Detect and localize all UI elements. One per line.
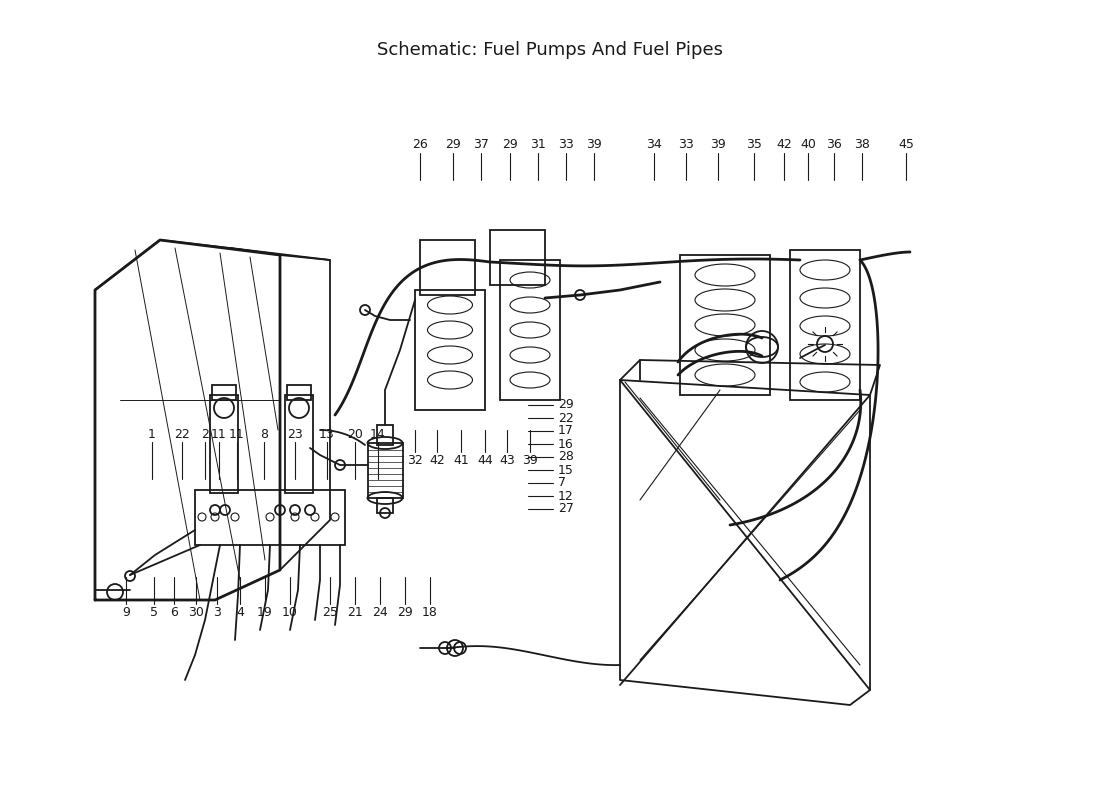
Text: 37: 37 xyxy=(473,138,488,151)
Text: 35: 35 xyxy=(746,138,762,151)
Text: 10: 10 xyxy=(282,606,298,618)
Text: 22: 22 xyxy=(174,427,190,441)
Text: 44: 44 xyxy=(477,454,493,466)
Text: 11: 11 xyxy=(229,427,245,441)
Text: 34: 34 xyxy=(646,138,662,151)
Text: 18: 18 xyxy=(422,606,438,618)
Text: 8: 8 xyxy=(260,427,268,441)
Text: 29: 29 xyxy=(397,606,412,618)
Text: 7: 7 xyxy=(558,477,566,490)
Text: 13: 13 xyxy=(319,427,334,441)
Text: 30: 30 xyxy=(188,606,204,618)
Text: 12: 12 xyxy=(558,490,574,502)
Text: 41: 41 xyxy=(453,454,469,466)
Bar xyxy=(287,385,311,400)
Text: 42: 42 xyxy=(429,454,444,466)
Text: 23: 23 xyxy=(287,427,303,441)
Text: 42: 42 xyxy=(777,138,792,151)
Text: 25: 25 xyxy=(322,606,338,618)
Bar xyxy=(377,425,393,445)
Bar xyxy=(210,395,238,493)
Text: 38: 38 xyxy=(854,138,870,151)
Text: 36: 36 xyxy=(826,138,842,151)
Text: 14: 14 xyxy=(370,427,386,441)
Bar xyxy=(680,255,770,395)
Text: 39: 39 xyxy=(711,138,726,151)
Text: 29: 29 xyxy=(502,138,518,151)
Text: 9: 9 xyxy=(122,606,130,618)
Text: 20: 20 xyxy=(348,427,363,441)
Text: 11: 11 xyxy=(211,427,227,441)
Bar xyxy=(285,395,314,493)
Text: 26: 26 xyxy=(412,138,428,151)
Text: 33: 33 xyxy=(678,138,694,151)
Text: 15: 15 xyxy=(558,463,574,477)
Text: 5: 5 xyxy=(150,606,158,618)
Text: 1: 1 xyxy=(148,427,156,441)
Text: 29: 29 xyxy=(558,398,574,411)
Text: 28: 28 xyxy=(558,450,574,463)
Text: 43: 43 xyxy=(499,454,515,466)
Bar xyxy=(377,498,393,513)
Text: 6: 6 xyxy=(170,606,178,618)
Bar xyxy=(212,385,236,400)
Text: Schematic: Fuel Pumps And Fuel Pipes: Schematic: Fuel Pumps And Fuel Pipes xyxy=(377,41,723,59)
Text: 39: 39 xyxy=(586,138,602,151)
Text: 17: 17 xyxy=(558,425,574,438)
Text: 45: 45 xyxy=(898,138,914,151)
Text: 27: 27 xyxy=(558,502,574,515)
Text: 33: 33 xyxy=(558,138,574,151)
Text: 40: 40 xyxy=(800,138,816,151)
Text: 32: 32 xyxy=(407,454,422,466)
Text: 29: 29 xyxy=(446,138,461,151)
Text: 21: 21 xyxy=(348,606,363,618)
Text: 19: 19 xyxy=(257,606,273,618)
Text: 39: 39 xyxy=(522,454,538,466)
Circle shape xyxy=(214,398,234,418)
Bar xyxy=(195,490,345,545)
Circle shape xyxy=(289,398,309,418)
Bar xyxy=(490,230,544,285)
Text: 16: 16 xyxy=(558,438,574,450)
Bar xyxy=(790,250,860,400)
Text: 3: 3 xyxy=(213,606,221,618)
Bar xyxy=(368,443,403,498)
Text: 31: 31 xyxy=(530,138,546,151)
Text: 4: 4 xyxy=(236,606,244,618)
Text: 22: 22 xyxy=(558,411,574,425)
Bar xyxy=(415,290,485,410)
Text: 2: 2 xyxy=(201,427,209,441)
Text: 24: 24 xyxy=(372,606,388,618)
Bar xyxy=(420,240,475,295)
Bar xyxy=(500,260,560,400)
